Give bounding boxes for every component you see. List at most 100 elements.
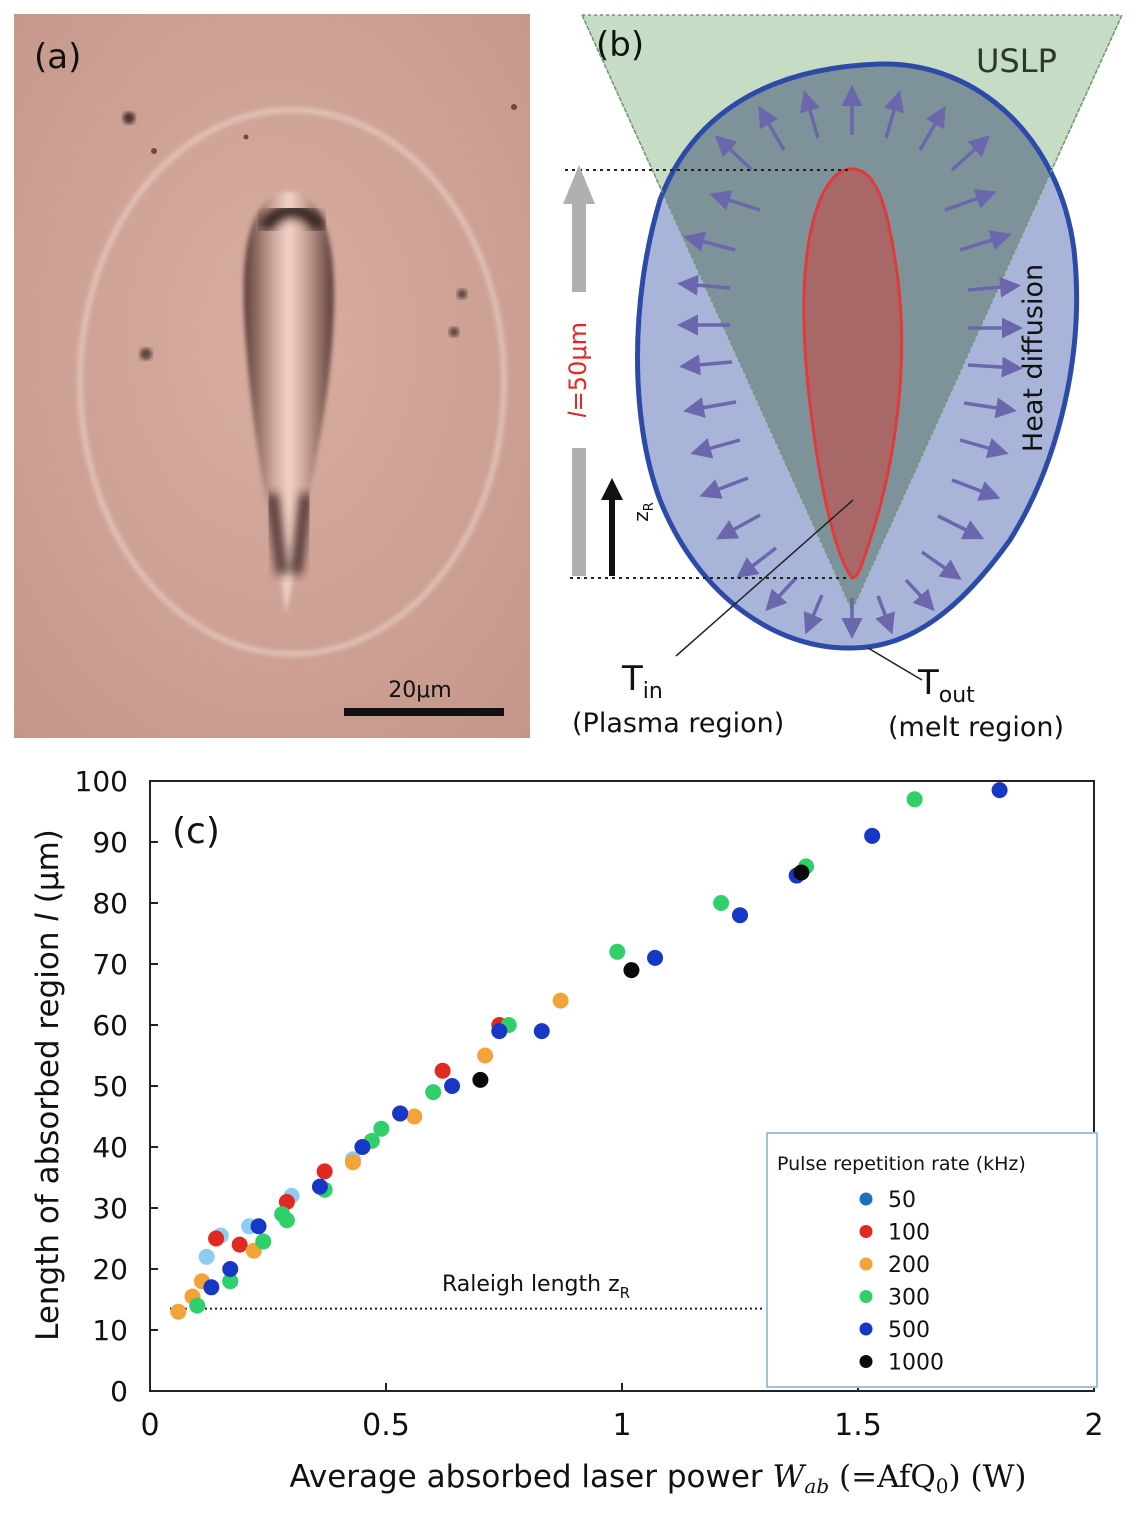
y-axis-title: Length of absorbed region l (μm) bbox=[30, 829, 66, 1341]
data-point-300khz bbox=[189, 1297, 206, 1314]
tin-leader-line bbox=[675, 499, 854, 657]
x-tick-label: 1 bbox=[612, 1408, 631, 1443]
data-point-50khz bbox=[198, 1248, 215, 1265]
plasma-region bbox=[802, 167, 904, 580]
legend: Pulse repetition rate (kHz) 501002003005… bbox=[766, 1132, 1098, 1388]
data-point-100khz bbox=[278, 1193, 295, 1210]
y-tick-label: 20 bbox=[92, 1253, 128, 1286]
legend-marker-100khz bbox=[859, 1225, 873, 1238]
data-point-500khz bbox=[354, 1139, 371, 1155]
panel-c-scatter-chart: 0 0.5 1 1.5 2 0 10 20 30 40 50 60 70 80 90 100 Raleigh… bbox=[30, 765, 1104, 1498]
data-point-300khz bbox=[906, 791, 923, 808]
zr-arrowhead bbox=[601, 478, 623, 500]
data-point-100khz bbox=[231, 1236, 248, 1253]
particle bbox=[151, 148, 157, 154]
particle bbox=[457, 289, 467, 299]
plasma-region-label: (Plasma region) bbox=[572, 708, 784, 739]
laser-modified-void bbox=[243, 192, 335, 614]
x-tick-label: 0 bbox=[140, 1408, 159, 1443]
legend-label-200khz: 200 bbox=[888, 1253, 930, 1278]
data-point-300khz bbox=[222, 1273, 239, 1290]
data-point-500khz bbox=[444, 1078, 461, 1094]
void-tail-shadow bbox=[267, 493, 311, 575]
legend-box bbox=[766, 1132, 1098, 1388]
data-point-1000khz bbox=[623, 962, 640, 979]
data-point-500khz bbox=[864, 827, 881, 844]
tout-label: Tout bbox=[917, 663, 975, 708]
data-point-300khz bbox=[713, 895, 730, 911]
uslp-label: USLP bbox=[976, 42, 1057, 80]
data-point-300khz bbox=[609, 943, 626, 960]
tin-label: Tin bbox=[621, 659, 663, 704]
legend-label-300khz: 300 bbox=[888, 1286, 930, 1311]
tout-leader-line bbox=[867, 647, 923, 681]
scale-bar-label: 20μm bbox=[388, 678, 451, 703]
data-point-100khz bbox=[316, 1163, 333, 1180]
length-arrow-shaft-upper bbox=[572, 200, 586, 292]
data-point-500khz bbox=[203, 1279, 220, 1296]
x-tick-label: 1.5 bbox=[834, 1408, 882, 1443]
legend-label-1000khz: 1000 bbox=[888, 1351, 944, 1376]
x-tick-label: 2 bbox=[1084, 1408, 1103, 1443]
y-axis-ticks: 0 10 20 30 40 50 60 70 80 90 100 bbox=[75, 765, 158, 1408]
panel-b-schematic: l=50μm zR (b) USLP Heat diffusion Tin (P… bbox=[563, 14, 1124, 743]
data-point-500khz bbox=[392, 1105, 409, 1122]
data-point-100khz bbox=[434, 1062, 451, 1079]
zr-label: zR bbox=[629, 502, 657, 522]
data-point-1000khz bbox=[793, 864, 810, 881]
data-point-300khz bbox=[373, 1120, 390, 1137]
panel-a-label: (a) bbox=[34, 37, 81, 77]
legend-marker-1000khz bbox=[859, 1355, 873, 1368]
particle bbox=[243, 134, 249, 140]
y-tick-label: 70 bbox=[92, 948, 128, 981]
data-point-500khz bbox=[250, 1218, 267, 1235]
scale-bar bbox=[344, 708, 504, 716]
panel-a-micrograph: (a) 20μm bbox=[14, 14, 530, 738]
y-tick-label: 30 bbox=[92, 1192, 128, 1225]
void-head-shadow bbox=[257, 203, 327, 233]
legend-label-100khz: 100 bbox=[888, 1221, 930, 1246]
x-tick-label: 0.5 bbox=[362, 1408, 410, 1443]
y-tick-label: 50 bbox=[92, 1070, 128, 1103]
y-tick-label: 60 bbox=[92, 1009, 128, 1042]
heat-diffusion-arrows bbox=[677, 85, 1023, 639]
data-point-200khz bbox=[477, 1047, 494, 1064]
legend-label-500khz: 500 bbox=[888, 1318, 930, 1343]
melt-region-label: (melt region) bbox=[888, 712, 1064, 743]
legend-marker-50khz bbox=[859, 1192, 873, 1206]
data-point-200khz bbox=[406, 1108, 423, 1125]
data-point-1000khz bbox=[472, 1071, 489, 1088]
length-arrowhead bbox=[563, 165, 595, 204]
y-tick-label: 80 bbox=[92, 887, 128, 920]
data-point-500khz bbox=[491, 1023, 508, 1040]
data-point-200khz bbox=[552, 992, 569, 1009]
particle bbox=[511, 104, 517, 110]
melt-region-outline bbox=[635, 61, 1080, 651]
data-point-500khz bbox=[533, 1023, 550, 1040]
y-tick-label: 90 bbox=[92, 826, 128, 859]
y-tick-label: 40 bbox=[92, 1131, 128, 1164]
data-point-500khz bbox=[647, 949, 664, 966]
legend-marker-300khz bbox=[859, 1290, 873, 1303]
heat-diffusion-label: Heat diffusion bbox=[1018, 264, 1049, 452]
particle bbox=[140, 348, 152, 360]
y-tick-label: 100 bbox=[75, 765, 128, 798]
particle bbox=[123, 112, 135, 124]
data-point-100khz bbox=[208, 1230, 225, 1247]
panel-b-label: (b) bbox=[596, 25, 644, 65]
raleigh-length-label: Raleigh length zR bbox=[442, 1272, 630, 1302]
data-point-300khz bbox=[278, 1212, 295, 1229]
length-label: l=50μm bbox=[564, 322, 592, 418]
particle bbox=[449, 327, 459, 337]
y-tick-label: 0 bbox=[110, 1375, 128, 1408]
data-point-300khz bbox=[255, 1233, 272, 1250]
data-point-500khz bbox=[222, 1261, 239, 1277]
data-point-300khz bbox=[425, 1084, 442, 1101]
data-point-200khz bbox=[344, 1154, 361, 1171]
panel-c-label: (c) bbox=[172, 811, 220, 852]
data-point-200khz bbox=[170, 1303, 187, 1320]
legend-marker-500khz bbox=[859, 1322, 873, 1336]
melt-boundary-ring bbox=[77, 107, 507, 657]
legend-label-50khz: 50 bbox=[888, 1188, 916, 1213]
